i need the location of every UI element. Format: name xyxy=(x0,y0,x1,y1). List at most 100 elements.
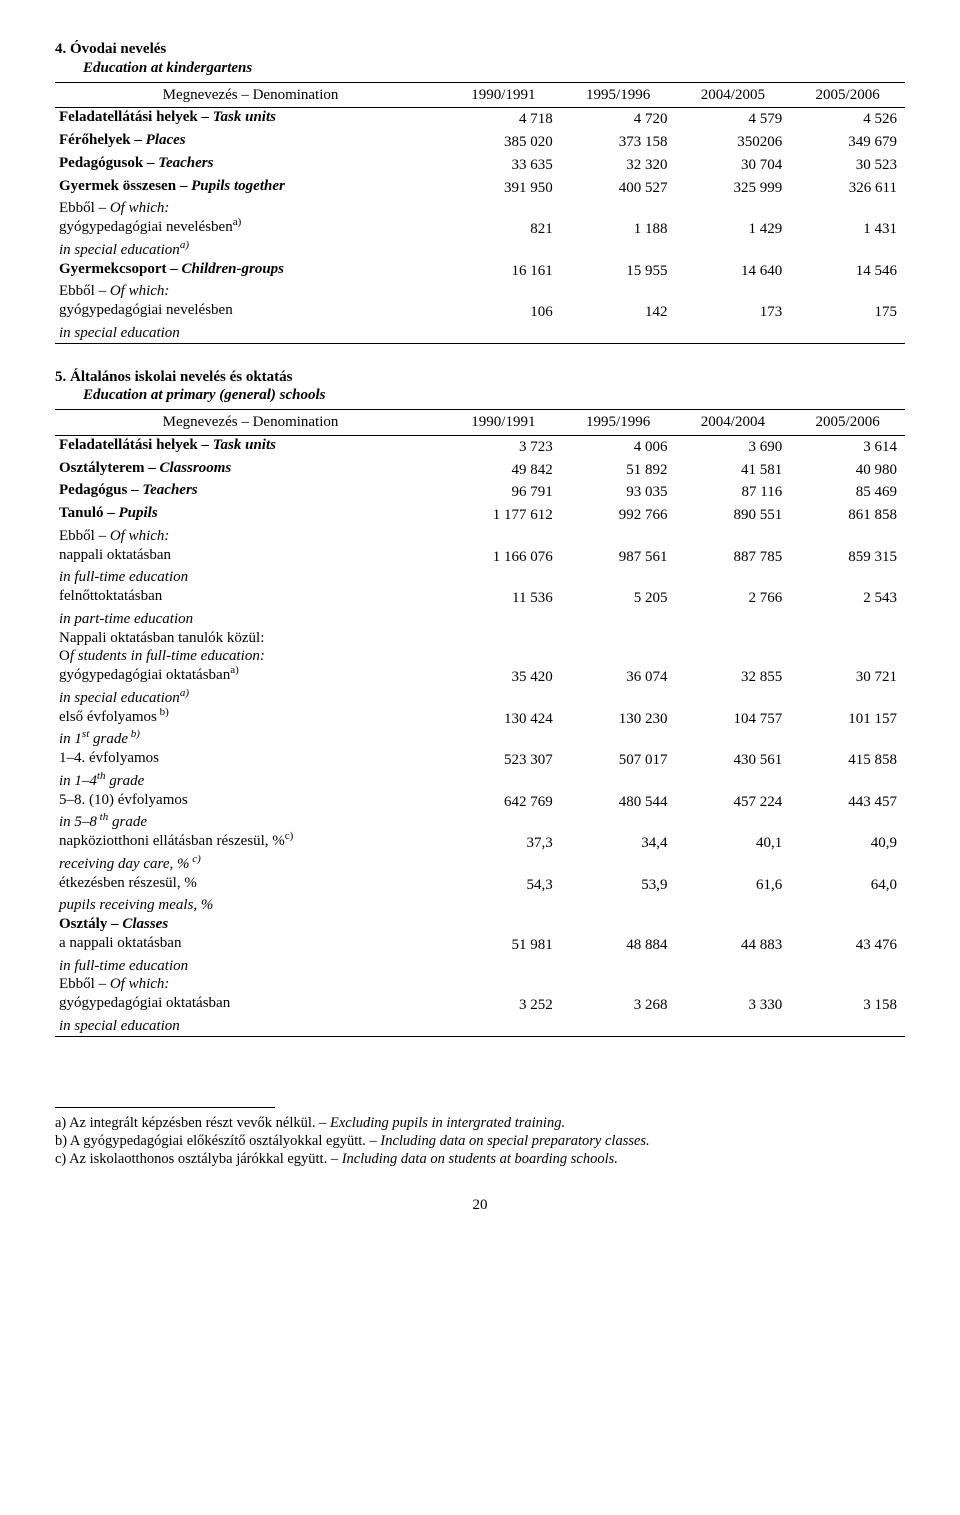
table5-cell xyxy=(676,772,791,791)
table5-cell: 987 561 xyxy=(561,546,676,569)
table5-row: Pedagógus – Teachers96 79193 03587 11685… xyxy=(55,481,905,504)
table5-row-label: Of students in full-time education: xyxy=(55,647,446,666)
table5-cell xyxy=(676,610,791,629)
table4-cell xyxy=(561,324,676,343)
table5-cell: 859 315 xyxy=(790,546,905,569)
table5-cell: 430 561 xyxy=(676,749,791,772)
table5-cell xyxy=(446,957,561,976)
table5-cell: 480 544 xyxy=(561,791,676,814)
table5-cell xyxy=(790,689,905,708)
table5-row-label: 5–8. (10) évfolyamos xyxy=(55,791,446,814)
table4-row: Férőhelyek – Places385 020373 1583502063… xyxy=(55,131,905,154)
table5-cell xyxy=(561,957,676,976)
table5-cell: 2 766 xyxy=(676,587,791,610)
table4-cell: 4 720 xyxy=(561,108,676,131)
table5-row: in 5–8 th grade xyxy=(55,813,905,832)
table4-row-label: Pedagógusok – Teachers xyxy=(55,154,446,177)
table5-cell: 3 252 xyxy=(446,994,561,1017)
table5-row: 5–8. (10) évfolyamos642 769480 544457 22… xyxy=(55,791,905,814)
table5-row: felnőttoktatásban11 5365 2052 7662 543 xyxy=(55,587,905,610)
table5-cell xyxy=(561,730,676,749)
table5-cell xyxy=(790,568,905,587)
table5-cell xyxy=(561,855,676,874)
table4-row-label: Gyermek összesen – Pupils together xyxy=(55,177,446,200)
table5-cell: 40 980 xyxy=(790,459,905,482)
table5-cell: 3 158 xyxy=(790,994,905,1017)
table4-cell: 349 679 xyxy=(790,131,905,154)
table5-cell: 887 785 xyxy=(676,546,791,569)
table5-cell: 37,3 xyxy=(446,832,561,855)
table4-cell xyxy=(676,282,791,301)
table5-cell: 642 769 xyxy=(446,791,561,814)
table5-cell xyxy=(676,915,791,934)
table5-row: Osztály – Classes xyxy=(55,915,905,934)
table5-year-0: 1990/1991 xyxy=(446,410,561,436)
table5-cell: 1 177 612 xyxy=(446,504,561,527)
table4-cell: 33 635 xyxy=(446,154,561,177)
table5-row: gyógypedagógiai oktatásban3 2523 2683 33… xyxy=(55,994,905,1017)
table5-row-label: receiving day care, % c) xyxy=(55,855,446,874)
table5-cell xyxy=(561,772,676,791)
table5-cell: 54,3 xyxy=(446,874,561,897)
table4-row: Gyermek összesen – Pupils together391 95… xyxy=(55,177,905,200)
table5-cell xyxy=(790,730,905,749)
table5-row: in special education xyxy=(55,1017,905,1036)
table5-row-label: Feladatellátási helyek – Task units xyxy=(55,435,446,458)
footnotes: a) Az integrált képzésben részt vevők né… xyxy=(55,1114,900,1168)
table5-cell xyxy=(790,610,905,629)
table5-row: in 1–4th grade xyxy=(55,772,905,791)
table5-cell: 3 268 xyxy=(561,994,676,1017)
table4-header-row: Megnevezés – Denomination 1990/1991 1995… xyxy=(55,82,905,108)
table4-year-1: 1995/1996 xyxy=(561,82,676,108)
table5-cell xyxy=(676,689,791,708)
table5-row-label: Osztály – Classes xyxy=(55,915,446,934)
table5-row-label: in 1–4th grade xyxy=(55,772,446,791)
table4-header-label: Megnevezés – Denomination xyxy=(55,82,446,108)
table4-cell: 106 xyxy=(446,301,561,324)
table5-row: Osztályterem – Classrooms49 84251 89241 … xyxy=(55,459,905,482)
table5-cell xyxy=(561,1017,676,1036)
table5-row-label: Nappali oktatásban tanulók közül: xyxy=(55,629,446,648)
footnote-c-en: Including data on students at boarding s… xyxy=(342,1151,618,1167)
table5-row-label: in full-time education xyxy=(55,957,446,976)
table5-cell xyxy=(446,975,561,994)
table5-header-row: Megnevezés – Denomination 1990/1991 1995… xyxy=(55,410,905,436)
footnote-a-hu: a) Az integrált képzésben részt vevők né… xyxy=(55,1115,319,1131)
table5-row: Ebből – Of which: xyxy=(55,527,905,546)
table5-cell: 44 883 xyxy=(676,934,791,957)
section4-heading: 4. Óvodai nevelés xyxy=(55,40,905,59)
table4-cell: 391 950 xyxy=(446,177,561,200)
table5-cell: 415 858 xyxy=(790,749,905,772)
table5-cell xyxy=(676,629,791,648)
section4-title-hu: Óvodai nevelés xyxy=(70,41,166,57)
table5-row: Nappali oktatásban tanulók közül: xyxy=(55,629,905,648)
table5-cell: 51 981 xyxy=(446,934,561,957)
table5-cell xyxy=(561,527,676,546)
table4-cell: 175 xyxy=(790,301,905,324)
table5-cell xyxy=(561,896,676,915)
table4-row-label: Ebből – Of which: xyxy=(55,199,446,218)
table4-cell: 350206 xyxy=(676,131,791,154)
table4-cell: 173 xyxy=(676,301,791,324)
table5-cell xyxy=(446,915,561,934)
table5-row-label: in 5–8 th grade xyxy=(55,813,446,832)
table5-cell xyxy=(790,629,905,648)
table5-cell: 3 330 xyxy=(676,994,791,1017)
table5-cell xyxy=(676,527,791,546)
table5-cell xyxy=(446,730,561,749)
table4-cell: 14 640 xyxy=(676,260,791,283)
table5-header-label: Megnevezés – Denomination xyxy=(55,410,446,436)
table5-cell xyxy=(446,813,561,832)
table5-row: receiving day care, % c) xyxy=(55,855,905,874)
table5-row-label: napköziotthoni ellátásban részesül, %c) xyxy=(55,832,446,855)
table4-row: in special education xyxy=(55,324,905,343)
table5-cell xyxy=(790,896,905,915)
table5-cell: 992 766 xyxy=(561,504,676,527)
table5-cell: 130 424 xyxy=(446,708,561,731)
table5-row: első évfolyamos b)130 424130 230104 7571… xyxy=(55,708,905,731)
table4-cell: 30 523 xyxy=(790,154,905,177)
section5-title-hu: Általános iskolai nevelés és oktatás xyxy=(70,369,293,385)
table4-cell: 4 526 xyxy=(790,108,905,131)
table5-row-label: gyógypedagógiai oktatásban xyxy=(55,994,446,1017)
section5-heading: 5. Általános iskolai nevelés és oktatás xyxy=(55,368,905,387)
